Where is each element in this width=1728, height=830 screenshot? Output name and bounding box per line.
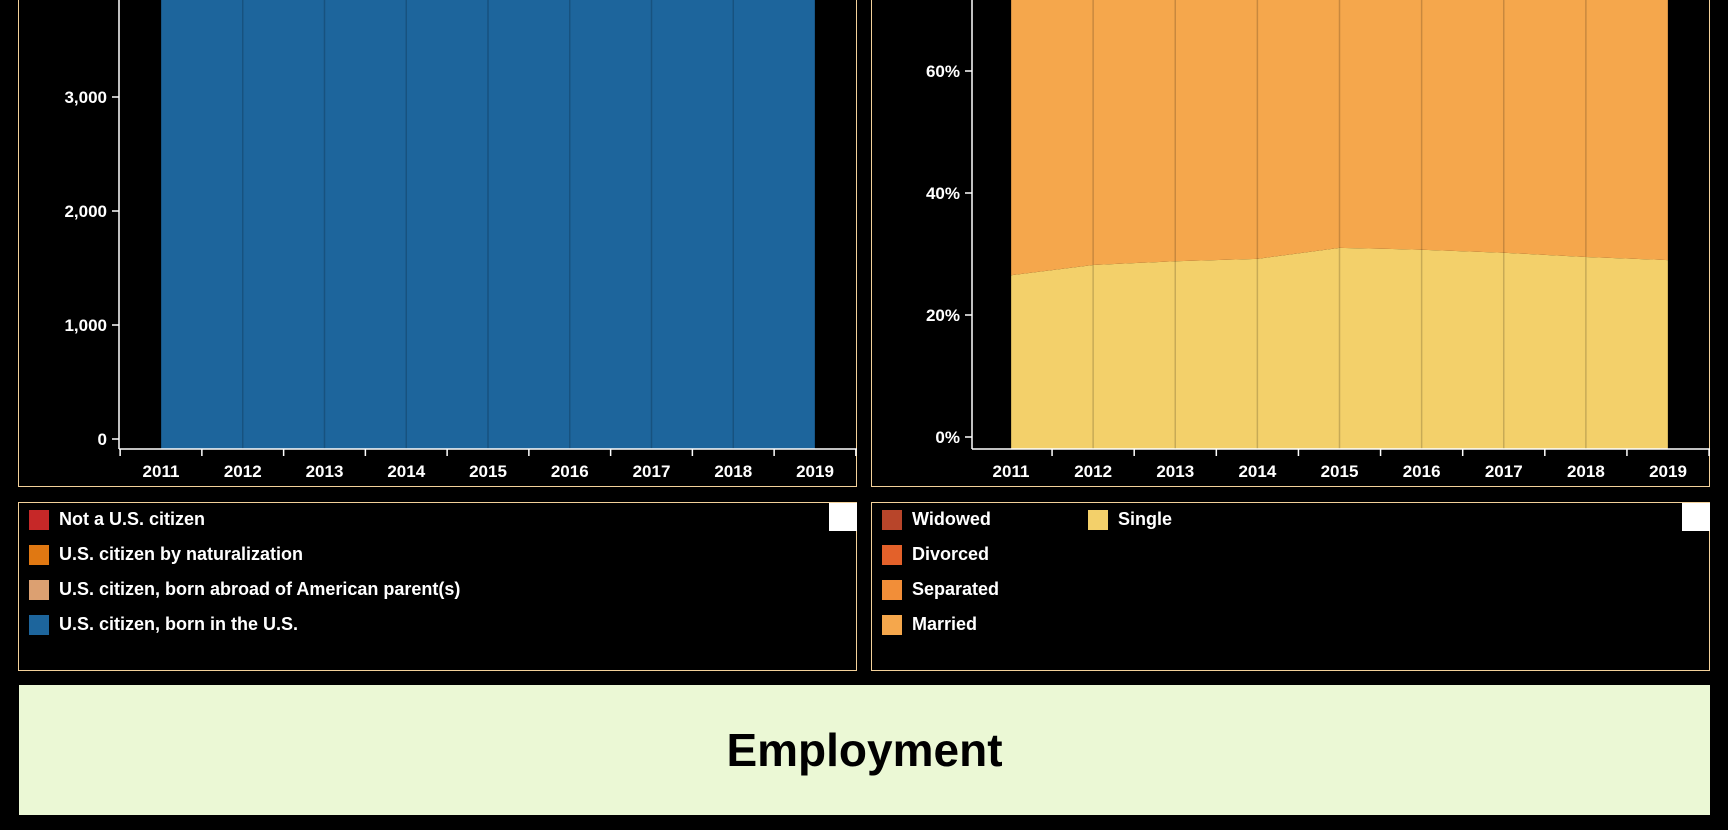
legend-swatch: [29, 614, 49, 635]
legend-item-married[interactable]: Married: [882, 614, 977, 635]
legend-label: U.S. citizen by naturalization: [59, 544, 304, 564]
legend-item-naturalization[interactable]: U.S. citizen by naturalization: [29, 544, 303, 565]
citizenship-legend: Not a U.S. citizen U.S. citizen by natur…: [18, 502, 857, 671]
y-tick-label: 60%: [926, 62, 960, 81]
x-tick-label: 2014: [1238, 462, 1276, 481]
legend-toggle-box[interactable]: [829, 503, 857, 531]
x-tick-label: 2015: [469, 462, 507, 481]
legend-item-not-citizen[interactable]: Not a U.S. citizen: [29, 509, 205, 530]
x-tick-label: 2019: [1649, 462, 1687, 481]
legend-item-separated[interactable]: Separated: [882, 579, 999, 600]
marital-status-legend: Widowed Divorced Separated Married Singl…: [871, 502, 1710, 671]
x-tick-label: 2015: [1321, 462, 1359, 481]
x-tick-label: 2018: [714, 462, 752, 481]
marital-chart-panel: 2011 2012 2013 2014 2015 2016 2017 2018 2019 0% 20…: [871, 0, 1710, 487]
x-tick-label: 2013: [306, 462, 344, 481]
x-tick-label: 2011: [143, 462, 180, 481]
y-tick-label: 20%: [926, 306, 960, 325]
legend-swatch: [29, 509, 49, 530]
area-series-single[interactable]: [1011, 247, 1668, 449]
legend-item-born-us[interactable]: U.S. citizen, born in the U.S.: [29, 614, 298, 635]
legend-label: Not a U.S. citizen: [59, 509, 206, 529]
y-tick-label: 40%: [926, 184, 960, 203]
x-tick-label: 2016: [1403, 462, 1441, 481]
legend-label: Widowed: [912, 509, 991, 529]
area-series-married[interactable]: [1011, 0, 1668, 276]
legend-label: Divorced: [912, 544, 990, 564]
legend-label: Single: [1118, 509, 1173, 529]
area-series-u-s-citizen-born-in-the-u-s[interactable]: [161, 0, 815, 449]
citizenship-area-chart: 2011 2012 2013 2014 2015 2016 2017 2018 2019 0 1,0…: [64, 0, 857, 481]
y-tick-label: 1,000: [64, 316, 107, 335]
legend-swatch: [29, 544, 49, 565]
x-tick-label: 2012: [1074, 462, 1112, 481]
legend-swatch: [882, 614, 902, 635]
legend-item-divorced[interactable]: Divorced: [882, 544, 989, 565]
x-tick-label: 2013: [1156, 462, 1194, 481]
legend-label: U.S. citizen, born in the U.S.: [59, 614, 299, 634]
legend-swatch: [1088, 509, 1108, 530]
x-tick-label: 2014: [387, 462, 425, 481]
x-tick-label: 2011: [993, 462, 1030, 481]
legend-toggle-box[interactable]: [1682, 503, 1710, 531]
legend-label: Separated: [912, 579, 1000, 599]
y-tick-label: 3,000: [64, 88, 107, 107]
legend-item-single[interactable]: Single: [1088, 509, 1172, 530]
legend-label: Married: [912, 614, 978, 634]
employment-section-header: Employment: [19, 685, 1710, 815]
x-tick-label: 2017: [1485, 462, 1523, 481]
y-tick-label: 2,000: [64, 202, 107, 221]
y-tick-label: 0%: [935, 428, 960, 447]
legend-label: U.S. citizen, born abroad of American pa…: [59, 579, 461, 599]
legend-item-widowed[interactable]: Widowed: [882, 509, 991, 530]
x-tick-label: 2016: [551, 462, 589, 481]
legend-swatch: [882, 579, 902, 600]
legend-swatch: [882, 509, 902, 530]
legend-swatch: [29, 579, 49, 600]
x-tick-label: 2018: [1567, 462, 1605, 481]
x-tick-label: 2019: [796, 462, 834, 481]
marital-status-area-chart: 2011 2012 2013 2014 2015 2016 2017 2018 2019 0% 20…: [926, 0, 1710, 481]
legend-item-born-abroad[interactable]: U.S. citizen, born abroad of American pa…: [29, 579, 460, 600]
citizenship-chart-panel: 2011 2012 2013 2014 2015 2016 2017 2018 2019 0 1,0…: [18, 0, 857, 487]
x-tick-label: 2017: [633, 462, 671, 481]
section-title: Employment: [726, 724, 1003, 776]
y-tick-label: 0: [98, 430, 107, 449]
legend-swatch: [882, 544, 902, 565]
x-tick-label: 2012: [224, 462, 262, 481]
